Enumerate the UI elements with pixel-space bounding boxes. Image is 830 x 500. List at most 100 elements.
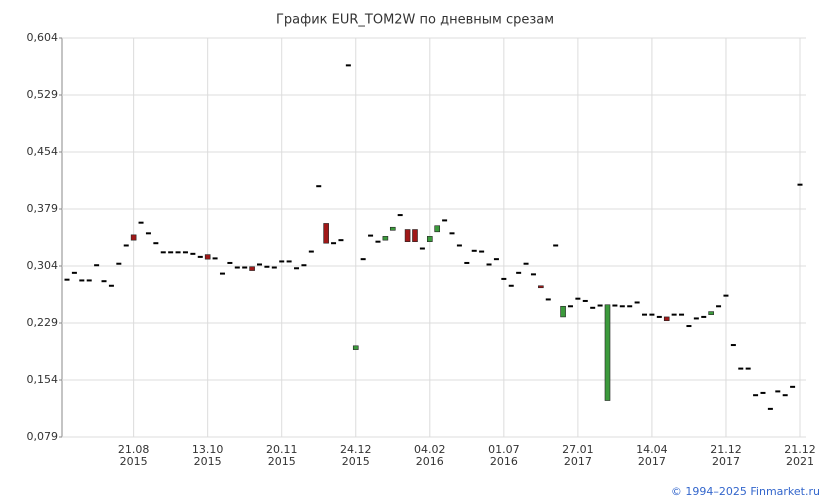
candle — [471, 249, 477, 252]
candle — [723, 294, 729, 297]
candle — [204, 254, 211, 260]
candle — [612, 304, 618, 307]
candle — [316, 185, 322, 188]
candle — [308, 250, 314, 253]
candle — [227, 261, 233, 264]
candle — [738, 367, 744, 370]
candle — [656, 315, 662, 318]
candle — [160, 251, 166, 254]
candle — [397, 214, 403, 217]
candle — [123, 244, 129, 247]
x-tick-label: 21.08 — [118, 443, 150, 456]
candle — [368, 234, 374, 237]
candle — [412, 229, 418, 242]
candle — [575, 297, 581, 300]
candle — [116, 262, 122, 265]
x-tick-label: 20.11 — [266, 443, 298, 456]
x-tick-year: 2015 — [342, 455, 370, 468]
candle — [708, 311, 714, 315]
candle — [197, 255, 203, 258]
candle — [464, 261, 470, 264]
candle — [130, 234, 137, 241]
candle — [730, 344, 736, 347]
candle — [219, 272, 225, 275]
candle — [145, 232, 151, 235]
candle — [153, 242, 159, 245]
candle — [294, 267, 300, 270]
x-tick-year: 2017 — [638, 455, 666, 468]
y-tick-label: 0,154 — [27, 373, 59, 386]
candle — [567, 305, 573, 308]
candle — [701, 315, 707, 318]
x-tick-year: 2017 — [712, 455, 740, 468]
x-tick-label: 01.07 — [488, 443, 520, 456]
candle — [108, 284, 114, 287]
candle — [331, 242, 337, 245]
candle — [212, 257, 218, 260]
y-tick-label: 0,229 — [27, 316, 59, 329]
candle — [182, 251, 188, 254]
candle — [271, 266, 277, 269]
candle — [493, 258, 499, 261]
candle — [634, 301, 640, 304]
x-tick-label: 27.01 — [562, 443, 594, 456]
candle — [775, 390, 781, 393]
candle — [338, 239, 344, 242]
chart-title: График EUR_TOM2W по дневным срезам — [276, 13, 554, 28]
candle — [760, 391, 766, 394]
candle — [516, 271, 522, 274]
candle — [530, 273, 536, 276]
y-tick-label: 0,454 — [27, 145, 59, 158]
candle — [619, 305, 625, 308]
candle — [671, 313, 677, 316]
candle — [168, 251, 174, 254]
candle — [234, 266, 240, 269]
candle — [663, 316, 670, 322]
candle — [782, 394, 788, 397]
candle — [590, 306, 596, 309]
footer: © 1994–2025 Finmarket.ru — [671, 485, 820, 498]
candle — [426, 236, 433, 242]
candle — [279, 260, 285, 263]
candle — [419, 247, 425, 250]
x-tick-label: 24.12 — [340, 443, 372, 456]
candle — [360, 258, 366, 261]
candle — [693, 317, 699, 320]
candle — [456, 244, 462, 247]
candle — [264, 265, 270, 268]
candle — [501, 277, 507, 280]
x-tick-year: 2017 — [564, 455, 592, 468]
candle — [79, 279, 85, 282]
candle — [345, 64, 351, 67]
x-tick-year: 2016 — [416, 455, 444, 468]
y-tick-label: 0,604 — [27, 31, 59, 44]
x-tick-label: 14.04 — [636, 443, 668, 456]
x-tick-year: 2016 — [490, 455, 518, 468]
candle — [649, 313, 655, 316]
candle — [745, 367, 751, 370]
x-tick-label: 13.10 — [192, 443, 224, 456]
candle — [190, 252, 196, 255]
x-tick-label: 21.12 — [784, 443, 816, 456]
candle — [582, 299, 588, 302]
candle — [545, 298, 551, 301]
candle — [508, 284, 514, 287]
candle — [523, 262, 529, 265]
candle — [560, 305, 566, 318]
candle — [71, 271, 77, 274]
candle — [627, 305, 633, 308]
x-tick-year: 2015 — [120, 455, 148, 468]
candle — [94, 264, 100, 267]
x-tick-label: 21.12 — [710, 443, 742, 456]
candle — [442, 219, 448, 222]
candle — [323, 223, 329, 244]
x-tick-year: 2015 — [194, 455, 222, 468]
y-tick-label: 0,379 — [27, 202, 59, 215]
candle — [389, 226, 396, 231]
candle — [375, 240, 381, 243]
x-tick-year: 2015 — [268, 455, 296, 468]
candle — [382, 236, 389, 241]
candle — [175, 251, 181, 254]
